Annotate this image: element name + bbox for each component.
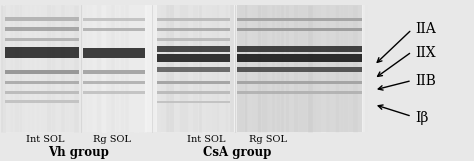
Bar — [156, 18, 230, 21]
Bar — [5, 47, 79, 58]
Bar — [156, 81, 230, 84]
Text: IIX: IIX — [416, 46, 436, 60]
Bar — [5, 80, 79, 84]
Bar — [83, 91, 145, 94]
Bar — [156, 101, 230, 103]
Bar — [156, 5, 230, 132]
Text: CsA group: CsA group — [203, 146, 271, 159]
Text: Rg SOL: Rg SOL — [249, 135, 287, 144]
Bar — [237, 46, 362, 52]
Bar — [5, 70, 79, 74]
Bar — [237, 28, 362, 31]
Bar — [83, 28, 145, 31]
Text: Int SOL: Int SOL — [187, 135, 226, 144]
Bar — [237, 5, 362, 132]
Bar — [156, 46, 230, 52]
Text: IIA: IIA — [416, 22, 437, 36]
Bar — [83, 48, 145, 58]
Bar — [156, 67, 230, 72]
Text: Iβ: Iβ — [416, 111, 429, 125]
Bar — [5, 17, 79, 21]
Text: Int SOL: Int SOL — [27, 135, 65, 144]
Bar — [156, 38, 230, 41]
Bar — [237, 81, 362, 84]
Bar — [237, 54, 362, 62]
Bar — [156, 28, 230, 31]
Bar — [237, 91, 362, 94]
Bar — [156, 54, 230, 62]
Bar — [156, 91, 230, 94]
Bar — [83, 18, 145, 21]
Bar — [5, 38, 79, 41]
Bar — [5, 100, 79, 103]
Bar — [3, 5, 365, 132]
Bar — [5, 91, 79, 94]
Bar — [237, 18, 362, 21]
Text: IIB: IIB — [416, 74, 437, 88]
Bar — [83, 70, 145, 74]
Bar — [237, 67, 362, 72]
Bar — [5, 5, 79, 132]
Text: Vh group: Vh group — [48, 146, 109, 159]
Bar — [5, 27, 79, 31]
Bar — [83, 81, 145, 84]
Bar — [83, 5, 145, 132]
Text: Rg SOL: Rg SOL — [93, 135, 131, 144]
